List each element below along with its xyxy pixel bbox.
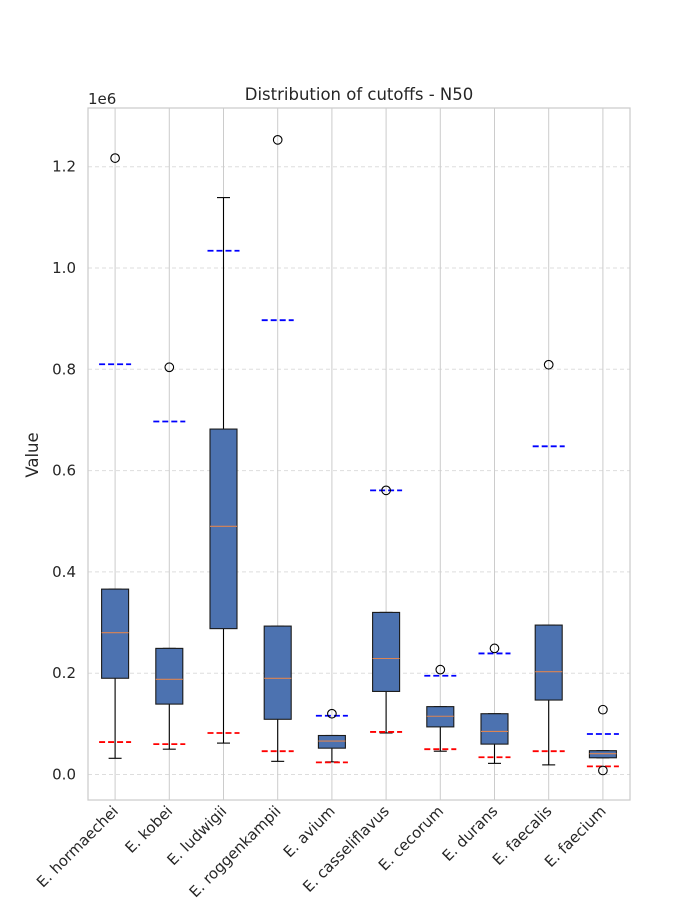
- outlier-point: [543, 359, 554, 370]
- outlier-point: [110, 153, 120, 163]
- box-group: [153, 362, 186, 750]
- outlier-point: [272, 135, 283, 145]
- y-axis-offset-label: 1e6: [88, 90, 116, 108]
- outlier-point: [327, 708, 337, 719]
- box-group: [315, 708, 348, 764]
- y-tick-label: 0.4: [52, 563, 76, 581]
- box-body: [263, 625, 292, 720]
- outlier-point: [489, 643, 500, 654]
- y-tick-label: 1.2: [52, 158, 76, 176]
- plot-frame: [87, 107, 631, 801]
- outlier-point: [598, 765, 608, 776]
- box-body: [317, 734, 346, 749]
- box-group: [207, 197, 240, 744]
- y-tick-label: 0.0: [52, 766, 76, 784]
- y-tick-label: 1.0: [52, 259, 76, 277]
- marks-layer: [99, 135, 619, 776]
- box-group: [424, 664, 457, 752]
- box-body: [209, 428, 238, 630]
- box-group: [478, 643, 511, 764]
- box-body: [101, 588, 130, 679]
- box-group: [261, 135, 294, 762]
- box-body: [480, 713, 509, 745]
- box-group: [586, 704, 619, 776]
- outlier-point: [164, 362, 175, 373]
- outlier-point: [381, 485, 391, 496]
- y-tick-label: 0.6: [52, 462, 76, 480]
- box-group: [99, 153, 132, 759]
- y-tick-label: 0.2: [52, 664, 76, 682]
- box-body: [534, 624, 563, 701]
- box-group: [532, 359, 565, 766]
- chart-title: Distribution of cutoffs - N50: [245, 85, 474, 104]
- y-axis-label: Value: [23, 432, 42, 477]
- outlier-point: [598, 704, 608, 715]
- box-group: [370, 485, 403, 734]
- outlier-point: [435, 664, 446, 675]
- y-tick-label: 0.8: [52, 360, 76, 378]
- box-body: [372, 611, 401, 692]
- box-body: [155, 647, 184, 705]
